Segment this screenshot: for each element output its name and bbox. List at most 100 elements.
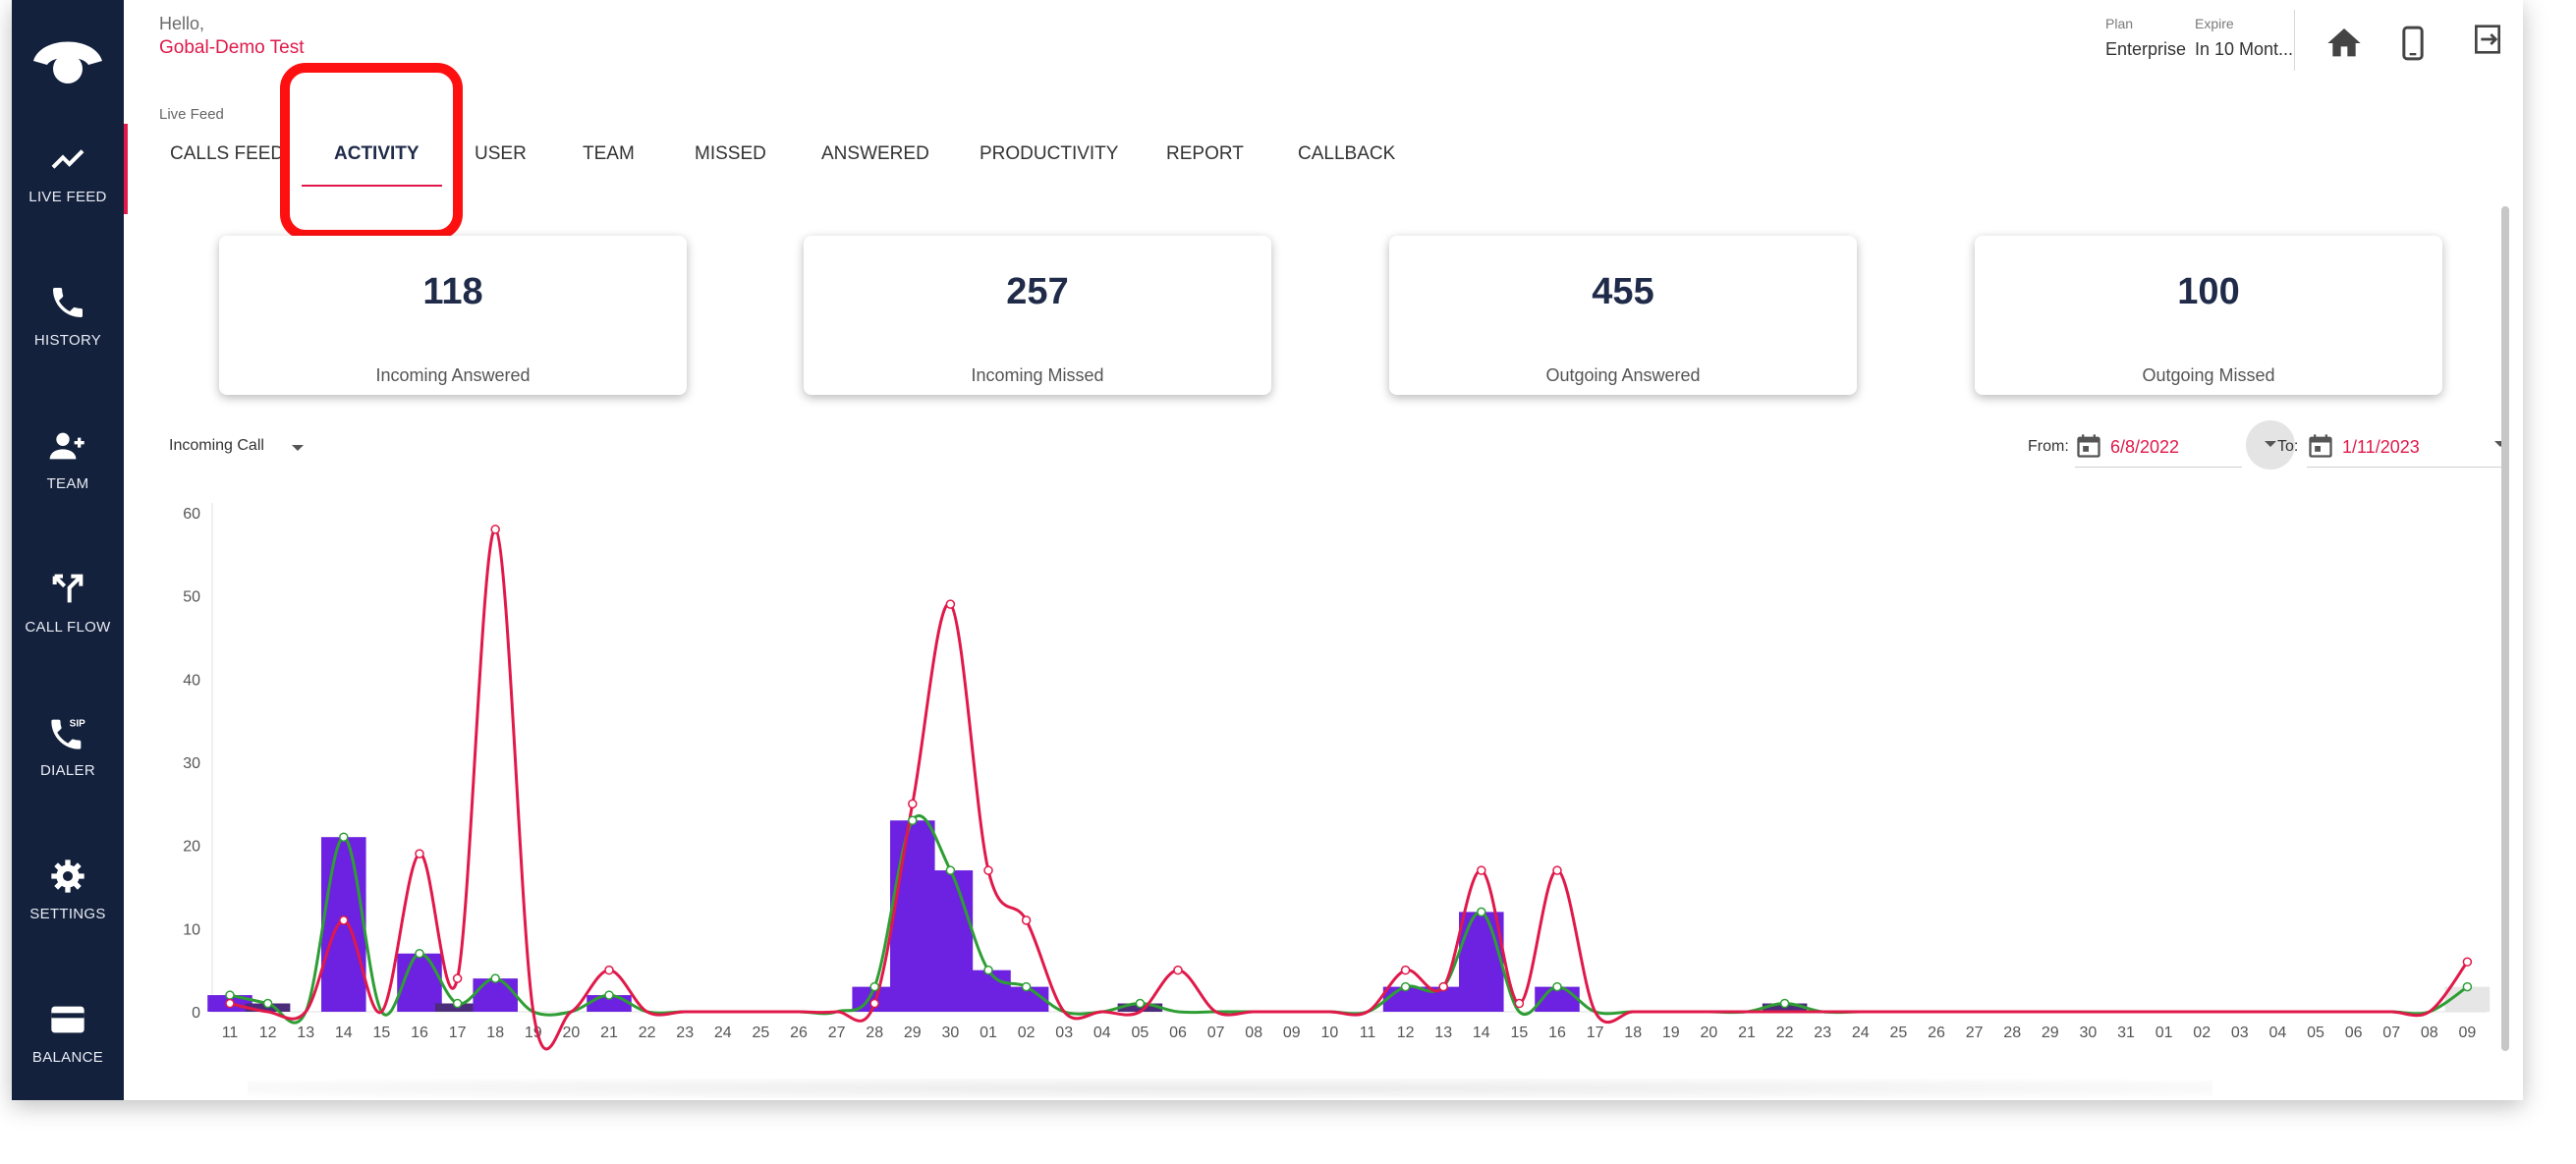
data-point-red	[339, 915, 349, 925]
stat-value: 118	[422, 271, 483, 312]
scrollbar[interactable]	[2501, 206, 2509, 1051]
x-tick-label: 25	[1890, 1025, 1908, 1041]
tab-activity[interactable]: ACTIVITY	[334, 143, 420, 164]
x-tick-label: 06	[2345, 1025, 2363, 1041]
data-point-green	[983, 965, 993, 975]
add-user-icon	[49, 432, 84, 460]
x-tick-label: 04	[1093, 1025, 1111, 1041]
data-point-red	[1400, 965, 1411, 975]
x-tick-label: 22	[1776, 1025, 1794, 1041]
sidebar-item-call-flow[interactable]: CALL FLOW	[12, 554, 124, 672]
tab-answered[interactable]: ANSWERED	[821, 143, 929, 164]
x-tick-label: 22	[639, 1025, 656, 1041]
x-tick-label: 15	[373, 1025, 391, 1041]
data-point-red	[1438, 981, 1448, 992]
sidebar-item-label: DIALER	[40, 762, 95, 779]
data-point-red	[869, 998, 879, 1009]
x-tick-label: 07	[1207, 1025, 1225, 1041]
x-tick-label: 28	[2003, 1025, 2021, 1041]
bar	[890, 820, 935, 1012]
sidebar-item-history[interactable]: HISTORY	[12, 267, 124, 385]
data-point-green	[1477, 907, 1486, 917]
x-tick-label: 20	[1701, 1025, 1718, 1041]
expire-value: In 10 Mont...	[2195, 39, 2294, 59]
sidebar-item-team[interactable]: TEAM	[12, 411, 124, 528]
tab-user[interactable]: USER	[475, 143, 527, 164]
x-tick-label: 07	[2382, 1025, 2400, 1041]
calendar-icon[interactable]	[2075, 432, 2102, 460]
y-tick-label: 50	[183, 589, 200, 606]
x-tick-label: 01	[980, 1025, 997, 1041]
bar	[927, 870, 974, 1012]
x-tick-label: 21	[600, 1025, 618, 1041]
x-tick-label: 05	[1132, 1025, 1149, 1041]
x-tick-label: 24	[1852, 1025, 1870, 1041]
y-tick-label: 40	[183, 672, 200, 689]
stat-label: Outgoing Missed	[2142, 365, 2275, 385]
x-tick-label: 03	[1055, 1025, 1073, 1041]
x-tick-label: 24	[714, 1025, 732, 1041]
call-type-select[interactable]: Incoming Call	[169, 437, 264, 454]
from-date-underline	[2075, 467, 2242, 468]
x-tick-label: 12	[259, 1025, 277, 1041]
tab-productivity[interactable]: PRODUCTIVITY	[980, 143, 1119, 164]
data-point-green	[415, 948, 424, 959]
stat-label: Incoming Answered	[375, 365, 531, 385]
x-tick-label: 21	[1738, 1025, 1756, 1041]
expire-label: Expire	[2195, 16, 2234, 31]
calendar-icon[interactable]	[2307, 432, 2334, 460]
x-tick-label: 19	[1662, 1025, 1680, 1041]
data-point-red	[945, 599, 956, 609]
x-tick-label: 31	[2117, 1025, 2135, 1041]
x-tick-label: 16	[1548, 1025, 1566, 1041]
data-point-red	[225, 998, 235, 1009]
phone-logo-icon[interactable]	[12, 22, 124, 90]
x-tick-label: 02	[1018, 1025, 1036, 1041]
stat-value: 455	[1592, 271, 1654, 312]
data-point-red	[1514, 998, 1525, 1009]
tab-report[interactable]: REPORT	[1166, 143, 1244, 164]
tab-callback[interactable]: CALLBACK	[1298, 143, 1396, 164]
x-tick-label: 01	[2156, 1025, 2173, 1041]
tab-calls-feed[interactable]: CALLS FEED	[170, 143, 285, 164]
x-tick-label: 29	[2042, 1025, 2059, 1041]
from-date-input[interactable]: 6/8/2022	[2110, 437, 2180, 457]
x-tick-label: 18	[486, 1025, 504, 1041]
x-tick-label: 30	[942, 1025, 960, 1041]
chevron-down-icon[interactable]	[2261, 436, 2280, 454]
tab-missed[interactable]: MISSED	[695, 143, 766, 164]
home-icon[interactable]	[2324, 24, 2364, 63]
logout-icon[interactable]	[2468, 20, 2507, 59]
data-point-red	[452, 973, 463, 983]
stat-label: Outgoing Answered	[1545, 365, 1701, 385]
sidebar-item-label: BALANCE	[31, 1049, 104, 1066]
chevron-down-icon[interactable]	[287, 438, 308, 458]
data-point-green	[1400, 981, 1411, 992]
mobile-phone-icon[interactable]	[2393, 24, 2433, 63]
x-tick-label: 26	[1928, 1025, 1945, 1041]
tab-team[interactable]: TEAM	[583, 143, 635, 164]
x-tick-label: 14	[335, 1025, 353, 1041]
data-point-green	[339, 832, 349, 842]
to-date-input[interactable]: 1/11/2023	[2342, 437, 2420, 457]
active-tab-indicator	[302, 185, 442, 187]
to-label: To:	[2277, 438, 2299, 455]
sidebar-item-balance[interactable]: BALANCE	[12, 984, 124, 1100]
sidebar-item-settings[interactable]: SETTINGS	[12, 841, 124, 959]
sidebar-item-dialer[interactable]: SIP DIALER	[12, 697, 124, 815]
plan-value: Enterprise	[2105, 39, 2187, 59]
data-point-red	[604, 965, 614, 975]
data-point-red	[490, 525, 500, 534]
sidebar-item-live-feed[interactable]: LIVE FEED	[12, 124, 128, 242]
x-tick-label: 27	[1966, 1025, 1984, 1041]
data-point-red	[1021, 915, 1032, 925]
data-point-green	[225, 990, 235, 1000]
plan-label: Plan	[2105, 16, 2134, 31]
stat-card-incoming-answered: 118 Incoming Answered	[219, 236, 687, 395]
sidebar-item-label: HISTORY	[33, 332, 102, 349]
stat-card-outgoing-missed: 100 Outgoing Missed	[1975, 236, 2442, 395]
x-tick-label: 02	[2193, 1025, 2211, 1041]
sidebar: LIVE FEED HISTORY TEAM CALL FLOW SIP DIA…	[12, 0, 128, 1100]
x-tick-label: 13	[1434, 1025, 1452, 1041]
data-point-green	[1021, 981, 1032, 992]
